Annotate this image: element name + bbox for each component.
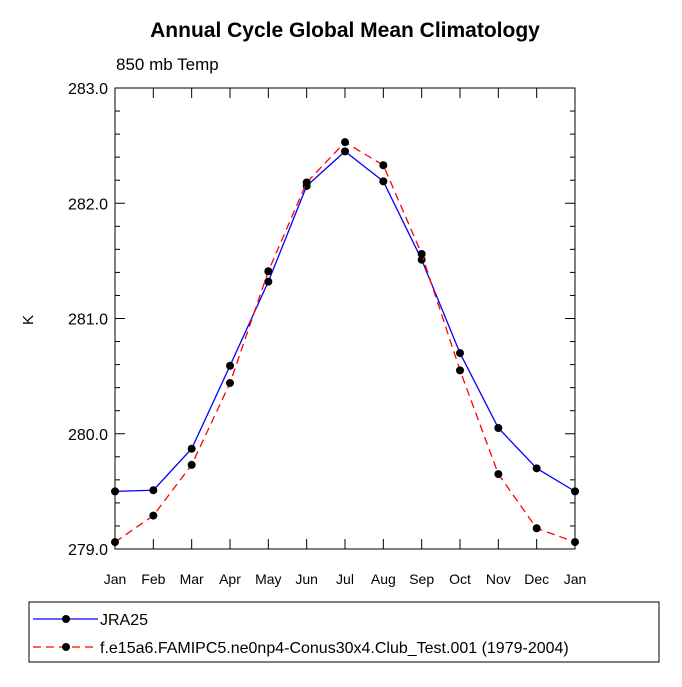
series-2 [111,138,579,547]
data-point [571,487,579,496]
chart-subtitle: 850 mb Temp [116,55,219,74]
axis-ticks [114,87,576,550]
y-tick-label: 279.0 [68,542,108,559]
data-point [149,511,158,520]
data-point [264,277,273,286]
data-point [341,147,349,156]
x-tick-label: Mar [180,571,204,587]
legend-label: JRA25 [100,612,148,629]
data-point [456,366,464,375]
series-line [114,150,576,493]
x-tick-label: Jul [336,571,354,587]
data-point [341,138,349,147]
data-point [456,349,464,358]
series-line [114,141,576,543]
y-tick-label: 283.0 [68,81,108,98]
y-axis-label: K [20,315,37,325]
data-point [111,538,119,547]
x-tick-labels: Jan Feb Mar Apr May Jun Jul Aug Sep Oct Nov Dec Jan [104,571,587,587]
data-point [417,255,426,264]
x-tick-label: Dec [524,571,549,587]
data-point [226,361,234,370]
x-tick-label: Nov [486,571,511,587]
data-point [149,486,158,495]
x-tick-label: Apr [219,571,241,587]
series-layer [111,138,579,547]
y-tick-labels: 279.0 280.0 281.0 282.0 283.0 [68,81,108,559]
x-tick-label: Sep [409,571,434,587]
data-point [302,178,311,187]
x-tick-label: Aug [371,571,396,587]
data-point [187,444,196,453]
legend-marker [62,643,70,651]
legend-marker [62,615,70,623]
data-point [494,423,503,432]
y-tick-label: 282.0 [68,196,108,213]
y-tick-label: 281.0 [68,312,108,329]
x-tick-label: Jun [295,571,318,587]
chart-title: Annual Cycle Global Mean Climatology [150,19,540,42]
data-point [226,379,234,388]
data-point [494,470,503,479]
x-tick-label: May [255,571,281,587]
data-point [379,177,388,186]
data-point [264,267,273,276]
plot-frame [114,87,576,550]
data-point [532,464,541,473]
data-point [571,538,579,547]
x-tick-label: Jan [104,571,127,587]
x-tick-label: Jan [564,571,587,587]
data-point [417,249,426,258]
x-tick-label: Feb [141,571,165,587]
y-tick-label: 280.0 [68,427,108,444]
data-point [111,487,119,496]
data-point [532,524,541,533]
data-point [379,161,388,170]
legend: JRA25 f.e15a6.FAMIPC5.ne0np4-Conus30x4.Cl… [33,612,569,657]
legend-label: f.e15a6.FAMIPC5.ne0np4-Conus30x4.Club_Te… [100,640,569,657]
legend-box [28,601,660,663]
x-tick-label: Oct [449,571,471,587]
data-point [187,460,196,469]
series-1 [111,147,579,496]
